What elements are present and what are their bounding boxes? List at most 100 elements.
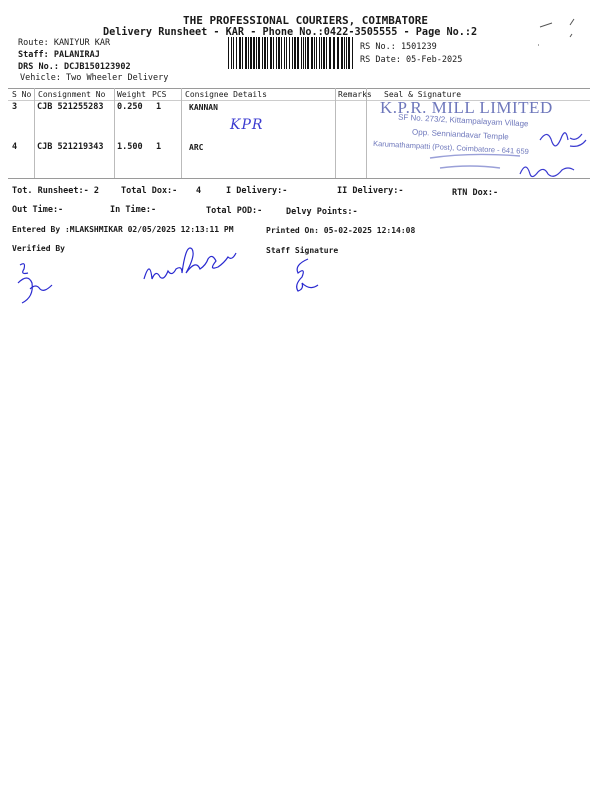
total-pod: Total POD:- bbox=[206, 206, 263, 216]
barcode-bar bbox=[294, 37, 296, 69]
verifier-signature bbox=[17, 263, 53, 304]
col-divider bbox=[335, 88, 336, 178]
handwritten-signature bbox=[143, 247, 237, 280]
barcode-bar bbox=[270, 37, 272, 69]
barcode-bar bbox=[344, 37, 345, 69]
barcode-bar bbox=[346, 37, 347, 69]
barcode-bar bbox=[307, 37, 309, 69]
verified-by: Verified By bbox=[12, 244, 65, 253]
runsheet-subtitle: Delivery Runsheet - KAR - Phone No.:0422… bbox=[103, 27, 478, 38]
barcode-bar bbox=[303, 37, 304, 69]
barcode-bar bbox=[281, 37, 282, 69]
barcode-bar bbox=[276, 37, 277, 69]
staff: Staff: PALANIRAJ bbox=[18, 50, 100, 60]
barcode-bar bbox=[228, 37, 229, 69]
cell-consignee: KANNAN bbox=[189, 103, 218, 112]
barcode-bar bbox=[258, 37, 260, 69]
table-bottom-rule bbox=[8, 178, 590, 179]
col-consignment: Consignment No bbox=[38, 90, 106, 99]
i-delivery: I Delivery:- bbox=[226, 186, 288, 196]
table-top-rule bbox=[8, 88, 590, 89]
barcode-bar bbox=[233, 37, 234, 69]
barcode-bar bbox=[352, 37, 353, 69]
barcode-bar bbox=[264, 37, 266, 69]
barcode-bar bbox=[333, 37, 335, 69]
cell-weight: 0.250 bbox=[117, 102, 143, 112]
cell-pcs: 1 bbox=[156, 142, 162, 152]
barcode-bar bbox=[239, 37, 241, 69]
col-divider bbox=[366, 88, 367, 178]
col-divider bbox=[181, 88, 182, 178]
barcode-bar bbox=[289, 37, 290, 69]
barcode-bar bbox=[321, 37, 322, 69]
cell-sno: 4 bbox=[12, 142, 18, 152]
total-dox-value: 4 bbox=[196, 186, 202, 196]
barcode-bar bbox=[248, 37, 249, 69]
route: Route: KANIYUR KAR bbox=[18, 38, 111, 48]
entered-by: Entered By :MLAKSHMIKAR 02/05/2025 12:13… bbox=[12, 225, 234, 234]
delvy-points: Delvy Points:- bbox=[286, 207, 358, 217]
barcode-bar bbox=[348, 37, 350, 69]
cell-sno: 3 bbox=[12, 102, 18, 112]
barcode-bar bbox=[341, 37, 343, 69]
ii-delivery: II Delivery:- bbox=[337, 186, 404, 196]
barcode-bar bbox=[231, 37, 232, 69]
handwritten-note: KPR bbox=[230, 117, 264, 133]
staff-signature bbox=[296, 258, 319, 292]
barcode-bar bbox=[337, 37, 339, 69]
barcode-bar bbox=[319, 37, 320, 69]
barcode-bar bbox=[273, 37, 274, 69]
barcode-bar bbox=[242, 37, 243, 69]
barcode-bar bbox=[297, 37, 299, 69]
staff-signature-label: Staff Signature bbox=[266, 246, 339, 255]
barcode-bar bbox=[245, 37, 247, 69]
cell-weight: 1.500 bbox=[117, 142, 143, 152]
col-pcs: PCS bbox=[152, 90, 167, 99]
header-rule bbox=[8, 100, 590, 101]
barcode-bar bbox=[329, 37, 331, 69]
col-remarks: Remarks bbox=[338, 90, 372, 99]
barcode-bar bbox=[278, 37, 280, 69]
barcode-bar bbox=[314, 37, 315, 69]
barcode-bar bbox=[323, 37, 325, 69]
col-divider bbox=[114, 88, 115, 178]
out-time: Out Time:- bbox=[12, 205, 64, 215]
cell-consignment: CJB 521219343 bbox=[37, 142, 104, 152]
barcode-bar bbox=[262, 37, 263, 69]
company-title: THE PROFESSIONAL COURIERS, COIMBATORE bbox=[183, 14, 429, 27]
total-dox-label: Total Dox:- bbox=[121, 186, 178, 196]
col-sno: S No bbox=[12, 90, 32, 99]
barcode-bar bbox=[311, 37, 313, 69]
barcode-bar bbox=[256, 37, 257, 69]
col-consignee: Consignee Details bbox=[185, 90, 267, 99]
col-divider bbox=[34, 88, 35, 178]
rs-date: RS Date: 05-Feb-2025 bbox=[360, 55, 463, 65]
barcode-bar bbox=[250, 37, 252, 69]
barcode-bar bbox=[284, 37, 285, 69]
barcode-bar bbox=[253, 37, 255, 69]
barcode bbox=[228, 37, 353, 69]
cell-pcs: 1 bbox=[156, 102, 162, 112]
scan-marks bbox=[538, 18, 575, 46]
in-time: In Time:- bbox=[110, 205, 157, 215]
col-seal: Seal & Signature bbox=[384, 90, 462, 99]
cell-consignee: ARC bbox=[189, 143, 204, 152]
seal-signature-scribble bbox=[429, 132, 587, 178]
barcode-bar bbox=[326, 37, 327, 69]
barcode-bar bbox=[305, 37, 306, 69]
vehicle: Vehicle: Two Wheeler Delivery bbox=[20, 73, 169, 83]
col-weight: Weight bbox=[117, 90, 146, 99]
barcode-bar bbox=[236, 37, 237, 69]
barcode-bar bbox=[292, 37, 293, 69]
barcode-bar bbox=[316, 37, 317, 69]
barcode-bar bbox=[301, 37, 302, 69]
tot-runsheet: Tot. Runsheet:- 2 bbox=[12, 186, 99, 196]
printed-on: Printed On: 05-02-2025 12:14:08 bbox=[266, 226, 416, 235]
barcode-bar bbox=[267, 37, 268, 69]
barcode-bar bbox=[286, 37, 287, 69]
rtn-dox: RTN Dox:- bbox=[452, 188, 499, 198]
cell-consignment: CJB 521255283 bbox=[37, 102, 104, 112]
drs-no: DRS No.: DCJB150123902 bbox=[18, 62, 131, 72]
stamp-name: K.P.R. MILL LIMITED bbox=[380, 98, 553, 117]
